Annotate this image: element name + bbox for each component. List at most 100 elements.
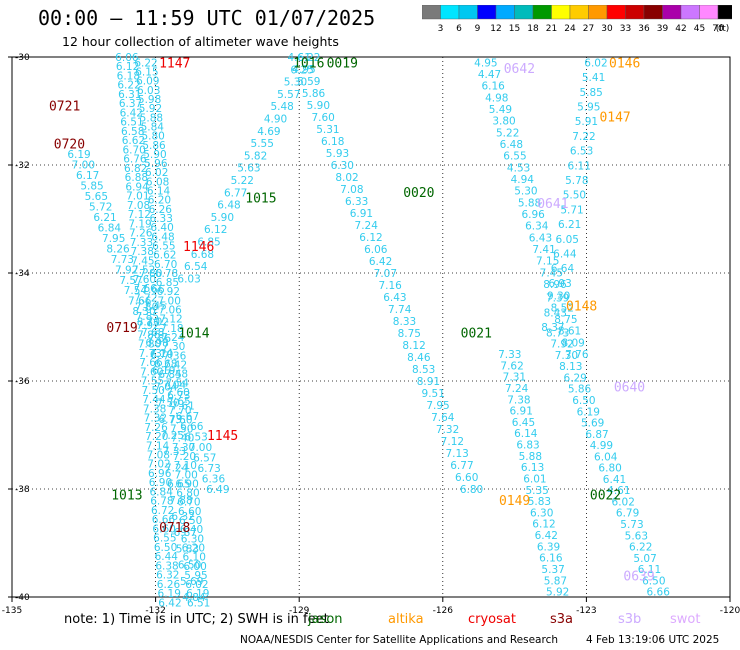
wave-height-point: 5.30 [514,186,537,198]
wave-height-point: 6.85 [197,237,220,249]
wave-height-point: 7.38 [131,246,154,258]
wave-height-point: 6.65 [167,479,190,491]
wave-height-point: 6.12 [359,232,382,244]
wave-height-point: 6.57 [193,453,216,465]
pass-track: 8.737.927.308.136.295.866.506.195.696.87… [546,327,670,598]
pass-time-label: 0719 [106,321,137,336]
wave-height-point: 5.90 [307,100,330,112]
wave-height-point: 6.87 [585,429,608,441]
wave-height-point: 6.19 [152,365,175,377]
wave-height-point: 6.33 [345,196,368,208]
wave-height-point: 6.79 [616,508,639,520]
wave-height-point: 8.46 [407,352,431,364]
wave-height-point: 6.41 [603,474,626,486]
wave-height-point: 4.95 [474,57,497,69]
wave-height-point: 6.80 [176,488,199,500]
wave-height-point: 6.70 [177,497,200,509]
wave-height-point: 7.33 [130,237,153,249]
wave-height-point: 5.22 [496,127,519,139]
wave-height-point: 6.42 [158,597,181,609]
pass-track: 7.337.627.317.247.386.916.456.146.835.88… [498,349,569,599]
wave-height-point: 6.68 [191,249,214,261]
legend-item-cryosat: cryosat [468,612,516,627]
wave-height-point: 6.29 [563,372,586,384]
wave-height-point: 7.18 [160,323,183,335]
wave-height-point: 6.21 [93,212,116,224]
wave-height-point: 7.24 [161,332,185,344]
wave-height-point: 6.73 [197,463,220,475]
wave-height-point: 6.11 [568,160,591,172]
wave-height-point: 7.60 [133,274,156,286]
pass-track: 6.066.126.186.226.316.376.426.516.586.62… [115,52,181,609]
wave-height-point: 7.02 [147,459,170,471]
wave-height-point: 6.02 [185,579,208,591]
pass-time-label: 0020 [403,186,434,201]
wave-height-point: 5.88 [140,112,163,124]
wave-height-point: 8.70 [137,317,160,329]
colorbar-label: 12 [490,24,501,34]
wave-height-point: 5.63 [625,530,648,542]
wave-height-point: 6.45 [512,417,535,429]
wave-height-point: 5.72 [89,202,112,214]
wave-height-point: 6.92 [157,286,180,298]
pass-time-label: 1014 [178,326,209,341]
wave-height-point: 7.73 [139,348,162,360]
wave-height-point: 5.87 [544,575,567,587]
wave-height-point: 6.73 [167,390,190,402]
pass-track: 6.197.006.175.855.655.726.216.847.958.26… [67,149,229,496]
colorbar-label: 9 [475,24,481,34]
wave-height-point: 5.92 [139,103,162,115]
wave-height-point: 5.41 [582,72,605,84]
wave-height-point: 7.10 [174,460,197,472]
wave-height-point: 6.04 [594,451,618,463]
wave-height-point: 6.42 [369,256,392,268]
y-tick-label: -32 [15,161,30,171]
wave-height-point: 7.36 [163,350,187,362]
wave-height-point: 7.26 [129,228,153,240]
wave-height-point: 8.37 [541,322,564,334]
wave-height-point: 6.50 [154,542,177,554]
colorbar-label: 3 [438,24,444,34]
pass-time-label: 0149 [499,494,530,509]
wave-height-point: 7.38 [507,394,530,406]
wave-height-point: 6.80 [598,463,621,475]
wave-height-point: 6.90 [175,478,198,490]
wave-height-point: 6.84 [150,486,174,498]
wave-height-point: 6.60 [178,506,201,518]
wave-height-point: 6.70 [154,259,177,271]
color-scale-legend: 3 6 9 12 15 18 21 24 27 30 33 36 39 42 45 70(ft) [422,5,732,34]
wave-height-point: 8.53 [412,364,435,376]
wave-height-point: 4.99 [590,440,613,452]
wave-height-point: 5.85 [80,181,103,193]
wave-height-point: 7.12 [159,314,182,326]
wave-height-point: 7.60 [166,387,189,399]
wave-height-point: 6.55 [503,151,526,163]
wave-height-point: 4.47 [478,69,501,81]
wave-height-point: 5.95 [577,102,600,114]
wave-height-point: 7.33 [498,349,521,361]
wave-height-point: 6.06 [364,244,388,256]
wave-height-point: 7.04 [154,381,178,393]
wave-height-point: 6.10 [183,552,206,564]
x-tick-label: -129 [289,606,310,616]
wave-height-point: 8.75 [398,328,421,340]
wave-height-point: 6.50 [642,575,665,587]
chart-subtitle: 12 hour collection of altimeter wave hei… [62,34,339,49]
colorbar-label: 42 [675,24,686,34]
wave-height-point: 7.86 [148,333,172,345]
wave-height-point: 8.30 [132,306,155,318]
pass-track: 6.226.156.096.035.985.925.885.845.805.86… [134,57,210,609]
wave-height-point: 7.54 [124,285,148,297]
wave-height-point: 7.06 [158,305,182,317]
wave-height-point: 7.88 [169,495,192,507]
wave-height-point: 5.88 [518,197,541,209]
wave-height-point: 6.22 [297,52,320,64]
wave-height-point: 5.69 [180,576,203,588]
wave-height-point: 4.98 [485,92,508,104]
wave-height-point: 7.92 [550,339,573,351]
wave-height-point: 7.31 [503,372,526,384]
wave-height-point: 5.78 [565,175,588,187]
pass-time-label: 0640 [614,380,645,395]
wave-height-point: 7.15 [536,256,559,268]
wave-height-point: 4.61 [288,52,311,64]
